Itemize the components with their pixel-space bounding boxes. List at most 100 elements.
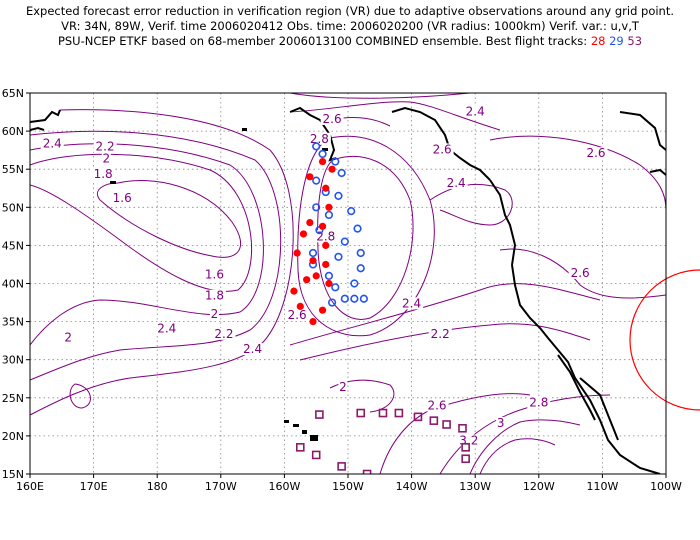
contour-label-bg [63,331,73,344]
blue-track-point [328,298,337,307]
y-tick-label: 50N [2,201,24,214]
blue-track-point [312,203,321,212]
blue-track-point [308,248,318,258]
verification-region-circle [629,269,700,411]
blue-track-point [318,149,327,159]
contour-label-bg [91,167,115,180]
aleutian-islands [110,128,328,184]
red-track-point [325,203,333,211]
red-track-point [318,157,327,166]
purple-track-point [356,408,366,418]
y-tick-label: 55N [2,163,24,176]
purple-track-point [461,443,470,452]
y-tick-label: 25N [2,392,24,405]
contour-label-bg [202,289,226,302]
red-track-point [306,173,314,181]
contour-2-4-west [30,109,294,416]
purple-track-point [295,443,305,452]
contour-2-south-small [69,383,91,409]
contour-label: 2.2 [214,327,233,341]
flight-track-red [290,157,336,326]
contour-2-6-east-low [499,248,666,299]
red-track-point [328,165,336,173]
blue-track-point [324,271,334,280]
blue-track-point [331,283,340,292]
purple-track-point [430,484,437,491]
contour-label: 2.6 [433,142,452,156]
purple-track-point [311,450,321,460]
contour-label: 2.8 [310,132,329,146]
purple-track-point [362,469,372,474]
y-tick-label: 15N [2,468,24,481]
contour-label-bg [110,192,134,205]
y-tick-label: 20N [2,430,24,443]
contour-1-8-west [30,153,253,292]
contour-label: 1.8 [205,289,224,303]
red-track-point [290,287,298,295]
red-track-point [309,257,317,265]
contour-label-bg [285,308,309,321]
contour-label-bg [568,266,592,279]
coast-alaska-south [289,106,337,162]
x-tick-label: 170W [205,480,237,493]
contour-label: 2 [64,331,72,345]
header-line-3-prefix: PSU-NCEP ETKF based on 68-member 2006013… [57,34,588,48]
contour-label-bg [320,112,344,125]
red-track-point [318,306,327,314]
y-tick-label: 45N [2,239,24,252]
contour-2-6-south [379,393,531,474]
coast-hudson [649,168,666,176]
purple-track-point [458,423,467,433]
track-number-blue: 29 [609,34,624,48]
red-track-point [306,218,314,227]
contour-label: 2 [102,152,110,166]
contour-label-bg [101,152,111,165]
blue-track-point [312,142,321,151]
y-tick-label: 60N [2,125,24,138]
map-gridlines [30,93,666,474]
red-track-point [312,272,320,280]
red-track-point [299,230,308,238]
y-tick-label: 30N [2,354,24,367]
contour-label-bg [400,297,424,310]
y-tick-label: 35N [2,316,24,329]
blue-track-point [350,294,359,303]
x-tick-label: 120W [523,480,555,493]
contour-2-2-mid [299,323,591,361]
contour-label: 2 [339,380,347,394]
map-plot-area: 2.62.42.82.4 2.221.81.62.6 2.62.42.82.61.6… [30,93,666,491]
contour-label-bg [430,143,454,156]
hawaii-island-3 [302,430,307,434]
hawaii-island-2 [293,424,299,427]
header-line-2: VR: 34N, 89W, Verif. time 2006020412 Obs… [61,19,639,33]
contour-label: 2.6 [427,398,446,412]
island-1 [110,181,116,184]
contour-label: 2.4 [43,136,62,150]
blue-track-point [312,176,321,185]
track-number-purple: 53 [627,34,643,48]
island-2 [242,128,247,131]
contour-label-bg [40,137,64,150]
contour-label-bg [202,268,226,281]
x-tick-label: 100W [650,480,682,493]
contour-label: 1.6 [205,267,224,281]
contour-label: 1.6 [113,191,132,205]
hawaii-island-4 [310,435,318,441]
blue-track-point [334,252,343,261]
purple-track-point [315,410,324,419]
blue-track-point [337,168,346,178]
x-tick-label: 160E [16,480,44,493]
hawaii-island-1 [284,420,289,423]
coastlines [30,106,666,474]
contour-label-bg [155,322,179,335]
contour-label: 2.2 [96,139,115,153]
x-tick-label: 170E [80,480,108,493]
purple-track-point [429,416,439,425]
hawaii-islands [284,420,318,441]
blue-track-point [356,264,365,273]
contour-1-6-west [96,180,242,258]
coast-baja [557,354,596,421]
x-tick-label: 150W [332,480,364,493]
contour-label-bg [425,399,449,412]
